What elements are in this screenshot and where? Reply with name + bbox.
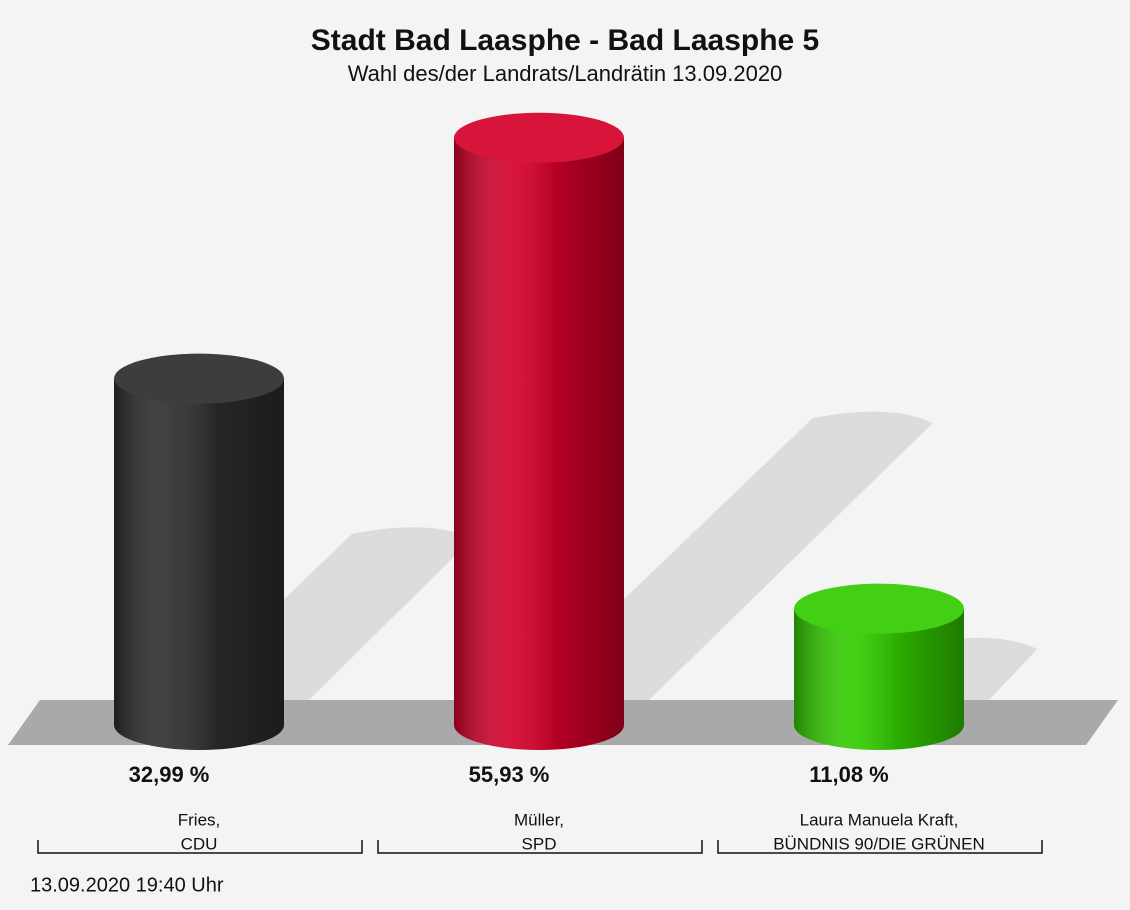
category-label: Fries, bbox=[178, 810, 221, 829]
bar-top-highlight bbox=[114, 353, 284, 404]
chart-subtitle: Wahl des/der Landrats/Landrätin 13.09.20… bbox=[348, 61, 783, 86]
category-label: Müller, bbox=[514, 810, 564, 829]
footer: 13.09.2020 19:40 Uhr bbox=[30, 874, 224, 896]
category-label: CDU bbox=[181, 834, 218, 853]
bar-top bbox=[454, 112, 624, 163]
bar-top bbox=[794, 583, 964, 634]
bar-shading bbox=[794, 608, 964, 750]
value-label: 32,99 % bbox=[129, 762, 210, 787]
chart-title: Stadt Bad Laasphe - Bad Laasphe 5 bbox=[311, 24, 819, 57]
category-bracket bbox=[377, 840, 703, 854]
value-label: 11,08 % bbox=[809, 762, 889, 787]
value-label: 55,93 % bbox=[469, 762, 550, 787]
bar-top bbox=[114, 353, 284, 404]
category-label: SPD bbox=[522, 834, 557, 853]
category-bracket bbox=[717, 840, 1043, 854]
bar-top-highlight bbox=[794, 583, 964, 634]
bar-shading bbox=[114, 378, 284, 750]
category-label: BÜNDNIS 90/DIE GRÜNEN bbox=[773, 834, 985, 853]
bar-shading bbox=[454, 137, 624, 751]
category-label: Laura Manuela Kraft, bbox=[800, 810, 959, 829]
category-bracket bbox=[37, 840, 363, 854]
bar-top-highlight bbox=[454, 112, 624, 163]
